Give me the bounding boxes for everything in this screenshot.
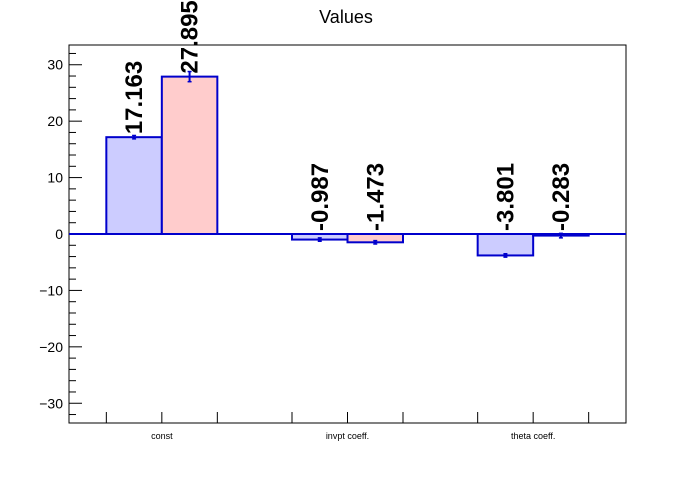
data-label: -0.283 <box>548 163 575 231</box>
y-tick-label: −20 <box>39 339 63 355</box>
y-axis: −30 −20 −10 0 10 20 30 <box>39 52 82 416</box>
x-axis: const invpt coeff. theta coeff. <box>105 412 590 441</box>
bar <box>160 75 219 235</box>
y-tick-label: 30 <box>47 57 63 73</box>
data-label: 27.895 <box>177 0 204 73</box>
data-label: -3.801 <box>492 163 519 231</box>
y-tick-label: −10 <box>39 282 63 298</box>
y-tick-label: 10 <box>47 170 63 186</box>
y-tick-label: −30 <box>39 395 63 411</box>
data-label: -1.473 <box>362 163 389 231</box>
bars <box>69 70 626 258</box>
data-label: -0.987 <box>307 163 334 231</box>
data-labels: 17.163 27.895 -0.987 -1.473 -3.801 -0.283 <box>121 0 575 231</box>
y-tick-label: 0 <box>55 226 63 242</box>
bar <box>476 233 535 257</box>
x-tick-label: const <box>151 431 173 441</box>
data-label: 17.163 <box>121 61 148 134</box>
chart-title: Values <box>319 7 373 27</box>
bar <box>105 136 163 235</box>
x-tick-label: invpt coeff. <box>326 431 369 441</box>
x-tick-label: theta coeff. <box>511 431 555 441</box>
y-tick-label: 20 <box>47 113 63 129</box>
